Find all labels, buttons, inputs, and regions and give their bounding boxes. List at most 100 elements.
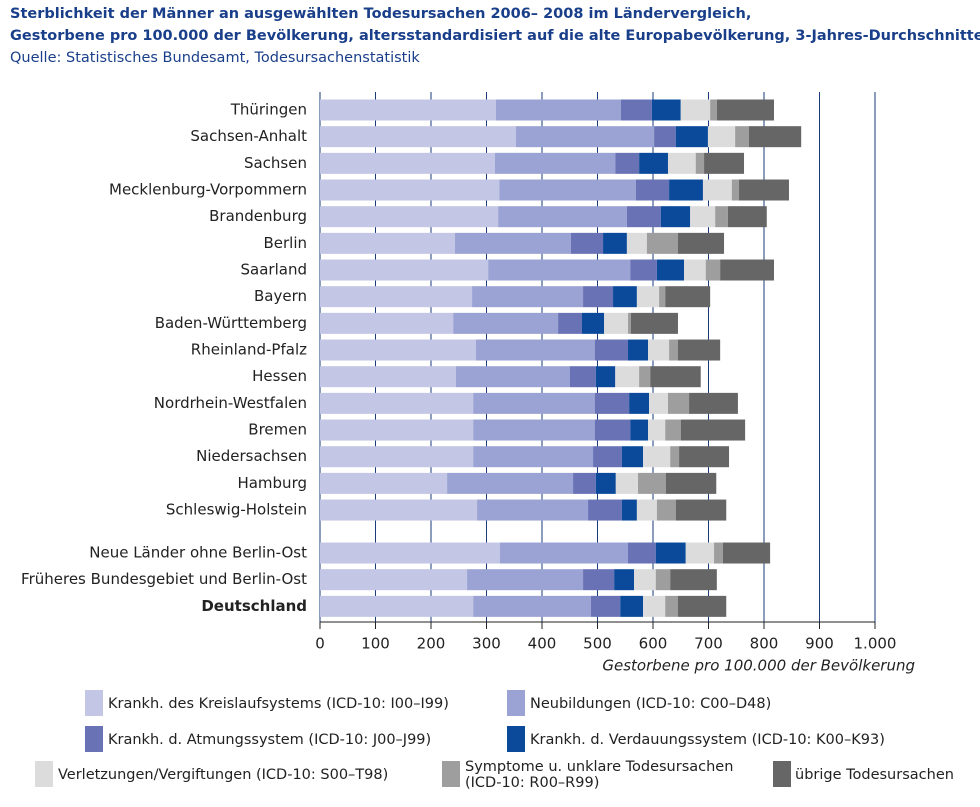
y-tick-label: Baden-Württemberg [155,314,307,332]
bar-segment [604,312,629,334]
y-tick-label: Nordrhein-Westfalen [154,394,307,412]
bar-segment [473,446,594,468]
legend-swatch [773,761,791,787]
bar-segment [727,206,767,228]
x-tick-label: 400 [528,635,557,653]
y-tick-label: Rheinland-Pfalz [191,341,307,359]
chart-subtitle: Gestorbene pro 100.000 der Bevölkerung, … [10,28,980,44]
y-tick-label: Bremen [248,421,307,439]
bar-segment [499,179,636,201]
legend-swatch [507,690,525,716]
bar-segment [650,366,701,388]
bar-segment [454,232,571,254]
bar-segment [685,542,715,564]
x-tick-label: 900 [805,635,834,653]
bar-segment [648,419,666,441]
bar-segment [660,206,691,228]
bar-segment [569,366,596,388]
bar-segment [677,232,725,254]
bar-segment [735,126,750,148]
bar-segment [320,472,448,494]
y-tick-label: Bayern [254,287,307,305]
bar-segment [621,499,637,521]
bar-segment [720,259,774,281]
legend-label: übrige Todesursachen [795,767,954,783]
bar-segment [320,499,478,521]
bar-segment [638,472,666,494]
y-tick-label: Niedersachsen [196,447,307,465]
bar-segment [320,286,473,308]
bar-segment [680,419,746,441]
bar-segment [593,446,622,468]
bar-segment [320,232,455,254]
bar-segment [570,232,604,254]
bar-segment [714,542,723,564]
y-tick-label: Mecklenburg-Vorpommern [109,181,307,199]
bar-segment [670,569,717,591]
bar-segment [614,569,635,591]
bar-segment [659,286,666,308]
bar-segment [320,392,474,414]
bar-segment [499,542,629,564]
bar-segment [620,99,652,121]
bar-segment [320,542,500,564]
bar-segment [594,339,629,361]
bar-segment [665,472,717,494]
legend-label: Symptome u. unklare Todesursachen (ICD-1… [465,759,734,791]
bar-segment [695,152,705,174]
y-tick-label: Thüringen [230,101,307,119]
bar-segment [643,446,671,468]
x-tick-label: 500 [583,635,612,653]
x-tick-label: 0 [315,635,325,653]
bar-segment [679,446,730,468]
bar-segment [655,569,671,591]
bar-segment [320,419,474,441]
bar-segment [634,569,656,591]
bar-segment [494,152,616,174]
bar-segment [320,99,496,121]
y-tick-label: Hamburg [237,474,307,492]
bar-segment [629,392,650,414]
bar-segment [472,286,584,308]
bar-segment [626,232,647,254]
chart-title: Sterblichkeit der Männer an ausgewählten… [10,6,752,22]
y-tick-label: Saarland [241,261,307,279]
bar-segment [689,392,738,414]
bar-segment [707,126,736,148]
bar-segment [655,542,686,564]
bar-segment [669,339,678,361]
bar-segment [667,152,696,174]
x-tick-label: 100 [361,635,390,653]
x-tick-label: 800 [750,635,779,653]
bar-segment [320,179,500,201]
bar-segment [665,419,681,441]
y-tick-label: Sachsen [244,154,307,172]
y-tick-label: Schleswig-Holstein [166,501,307,519]
x-axis-label: Gestorbene pro 100.000 der Bevölkerung [602,657,915,675]
bar-segment [473,595,591,617]
bar-segment [320,595,474,617]
bar-segment [654,126,676,148]
bar-segment [643,595,666,617]
bar-segment [467,569,584,591]
bar-segment [636,499,657,521]
bar-segment [455,366,570,388]
bar-segment [498,206,627,228]
bar-segment [639,152,668,174]
bar-segment [320,569,468,591]
bar-segment [621,446,644,468]
bar-segment [677,339,721,361]
x-tick-label: 1.000 [854,635,897,653]
legend-swatch [35,761,53,787]
y-tick-label: Hessen [252,367,307,385]
bar-segment [635,179,670,201]
legend-label: Krankh. d. Atmungssystem (ICD-10: J00–J9… [108,732,432,748]
bar-segment [690,206,716,228]
chart-source: Quelle: Statistisches Bundesamt, Todesur… [10,50,420,66]
x-tick-label: 700 [694,635,723,653]
bar-segment [615,366,640,388]
bar-segment [646,232,678,254]
y-tick-label: Berlin [263,234,307,252]
bar-segment [665,286,711,308]
